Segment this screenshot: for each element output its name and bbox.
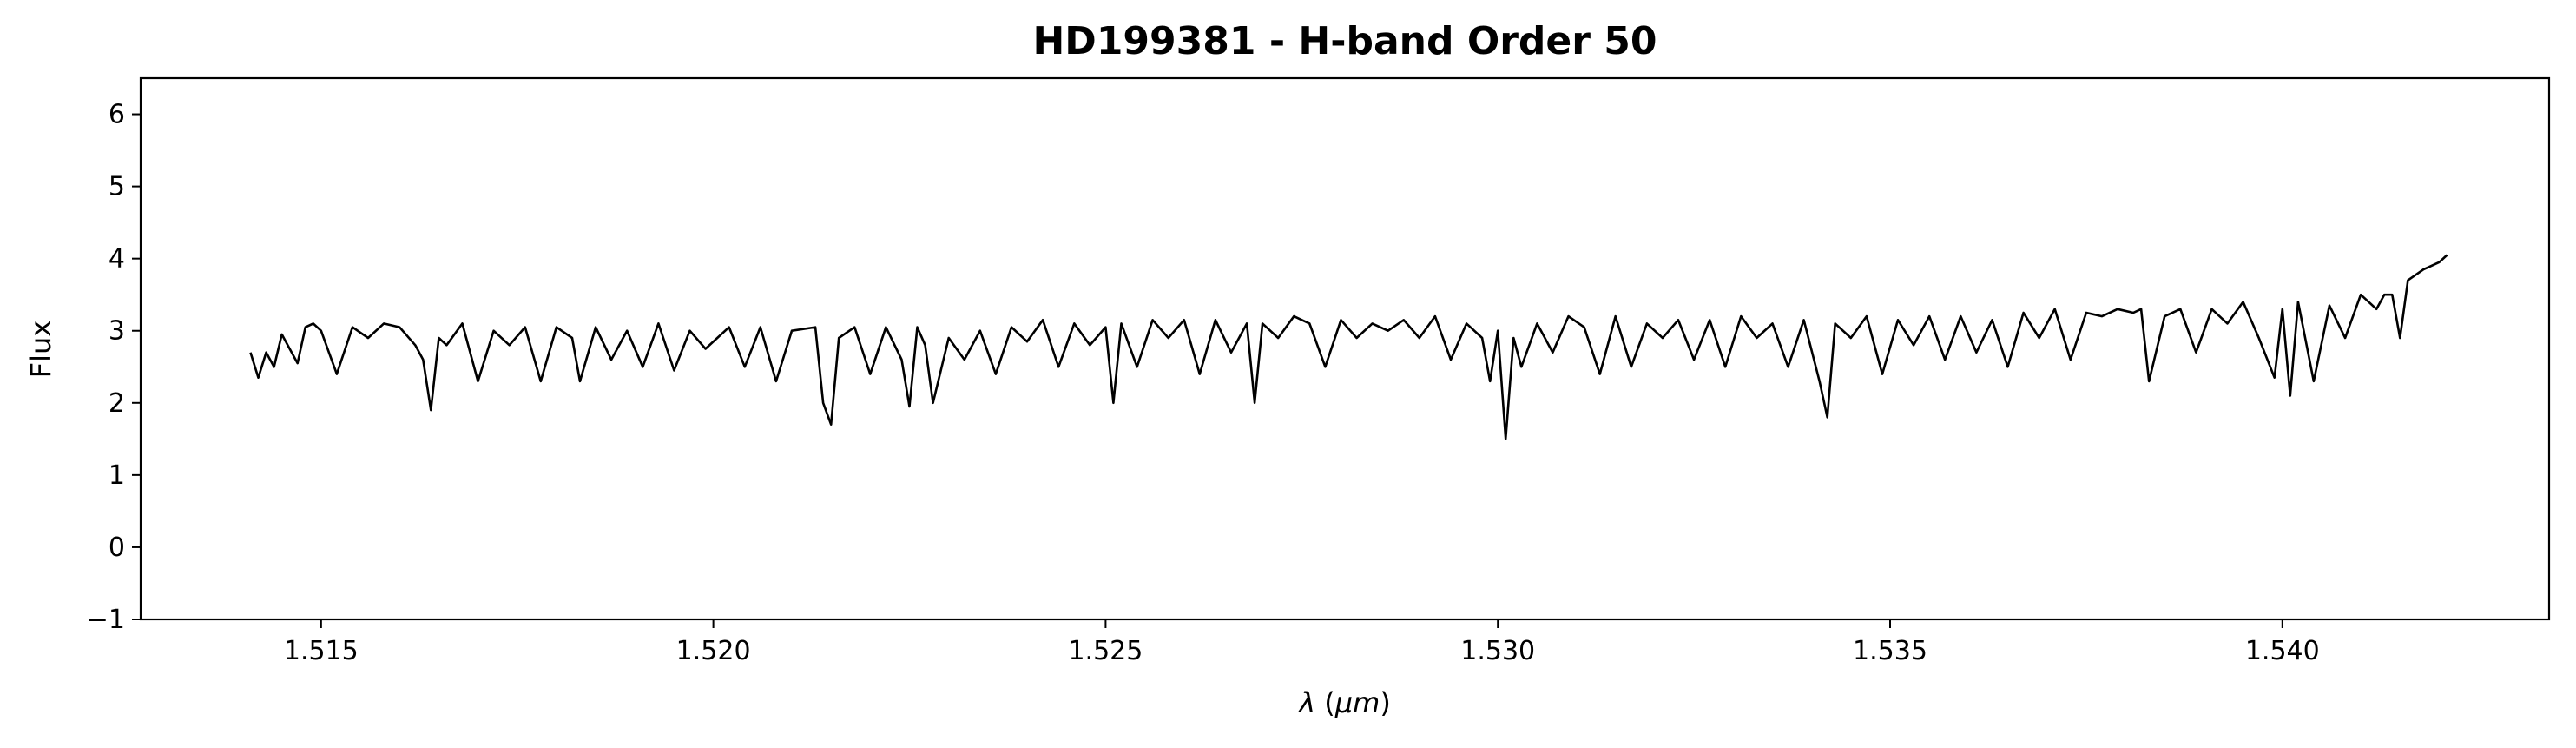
x-tick-label: 1.540: [2245, 636, 2320, 666]
y-tick-label: 4: [109, 244, 125, 275]
y-tick-label: 3: [109, 316, 125, 347]
flux-series-line: [249, 254, 2448, 440]
x-axis-label-close: ): [1380, 686, 1390, 719]
x-tick-label: 1.530: [1460, 636, 1535, 666]
x-tick-label: 1.535: [1853, 636, 1927, 666]
x-tick-label: 1.515: [284, 636, 359, 666]
y-tick-label: 2: [109, 388, 125, 419]
chart-title: HD199381 - H-band Order 50: [1032, 19, 1657, 63]
x-axis-ticks: 1.515 1.520 1.525 1.530 1.535 1.540: [284, 619, 2320, 666]
y-axis-label: Flux: [24, 321, 57, 379]
x-tick-label: 1.520: [676, 636, 751, 666]
y-tick-label: 1: [109, 460, 125, 491]
plot-area: [139, 76, 2551, 621]
x-tick-label: 1.525: [1068, 636, 1143, 666]
x-axis-label: λ (μm): [1297, 686, 1391, 719]
x-axis-label-symbol: λ: [1297, 686, 1315, 719]
y-tick-label: 0: [109, 533, 125, 563]
x-axis-label-unit: μm: [1334, 686, 1380, 719]
y-axis-ticks: −1 0 1 2 3 4 5 6: [87, 100, 141, 635]
plot-frame: [139, 76, 2551, 621]
x-axis-label-open: (: [1315, 686, 1335, 719]
y-tick-label: −1: [87, 605, 125, 635]
y-tick-label: 6: [109, 100, 125, 130]
y-tick-label: 5: [109, 172, 125, 202]
